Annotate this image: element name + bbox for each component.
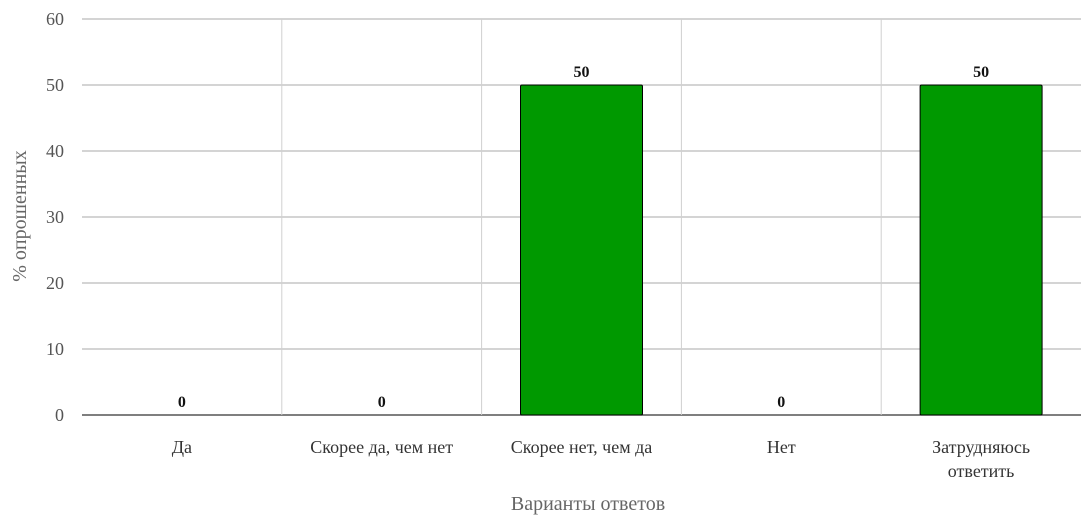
y-tick-label-1: 10 [46, 339, 64, 359]
data-label-0: 0 [178, 394, 186, 411]
x-tick-label-1: Скорее да, чем нет [310, 437, 453, 457]
data-label-1: 0 [378, 394, 386, 411]
data-label-4: 50 [973, 64, 989, 81]
x-axis-title: Варианты ответов [511, 493, 665, 515]
x-tick-label-3: Нет [767, 437, 796, 457]
bar-4 [919, 84, 1043, 416]
y-axis-title: % опрошенных [9, 150, 31, 281]
x-tick-label-4-line-0: Затрудняюсь [932, 437, 1030, 457]
y-tick-label-4: 40 [46, 141, 64, 161]
y-tick-label-3: 30 [46, 207, 64, 227]
y-tick-label-5: 50 [46, 75, 64, 95]
data-label-2: 50 [574, 64, 590, 81]
y-tick-label-0: 0 [55, 405, 64, 425]
y-tick-label-2: 20 [46, 273, 64, 293]
x-tick-label-4-line-1: ответить [948, 461, 1015, 481]
labels-layer: 0 10 20 30 40 50 60 0 Да 0 Скорее да, чем нет 50 Ско… [46, 9, 1030, 481]
bars-layer [520, 84, 1043, 416]
bar-2 [520, 84, 643, 416]
x-tick-label-0: Да [172, 437, 192, 457]
x-tick-label-2: Скорее нет, чем да [511, 437, 653, 457]
y-tick-label-6: 60 [46, 9, 64, 29]
data-label-3: 0 [777, 394, 785, 411]
